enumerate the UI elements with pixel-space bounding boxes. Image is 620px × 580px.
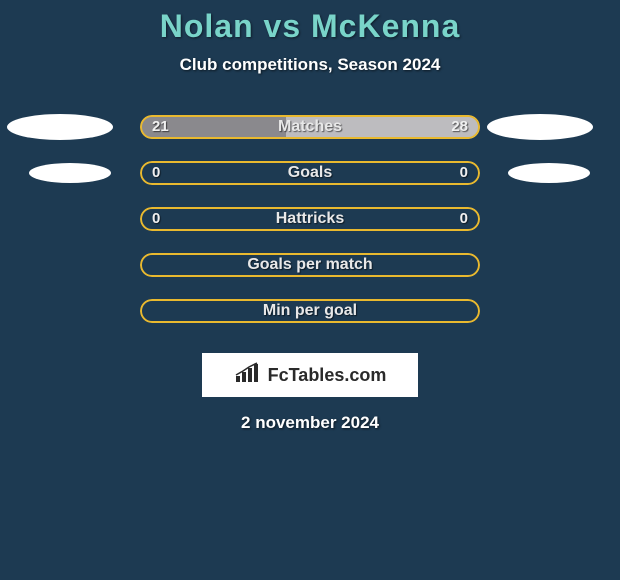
stat-rows: 2128Matches 00Goals 00Hattricks Goals per m… — [0, 115, 620, 323]
stat-bar: 00Goals — [140, 161, 480, 185]
stat-bar: 2128Matches — [140, 115, 480, 139]
bar-chart-icon — [234, 362, 262, 389]
player-marker-left — [29, 163, 111, 183]
player-marker-left — [7, 114, 113, 140]
logo-text: FcTables.com — [268, 365, 387, 386]
page-title: Nolan vs McKenna — [0, 8, 620, 45]
stat-bar: Min per goal — [140, 299, 480, 323]
stat-row: 00Hattricks — [0, 207, 620, 231]
content-wrapper: Nolan vs McKenna Club competitions, Seas… — [0, 0, 620, 433]
date-text: 2 november 2024 — [0, 413, 620, 433]
stat-row: 2128Matches — [0, 115, 620, 139]
stat-row: 00Goals — [0, 161, 620, 185]
stat-label: Goals per match — [140, 253, 480, 277]
stat-bar: 00Hattricks — [140, 207, 480, 231]
stat-label: Min per goal — [140, 299, 480, 323]
player-marker-right — [508, 163, 590, 183]
logo-box: FcTables.com — [202, 353, 418, 397]
subtitle: Club competitions, Season 2024 — [0, 55, 620, 75]
stat-row: Goals per match — [0, 253, 620, 277]
player-marker-right — [487, 114, 593, 140]
stat-label: Goals — [140, 161, 480, 185]
stat-bar: Goals per match — [140, 253, 480, 277]
stat-row: Min per goal — [0, 299, 620, 323]
stat-label: Matches — [140, 115, 480, 139]
stat-label: Hattricks — [140, 207, 480, 231]
